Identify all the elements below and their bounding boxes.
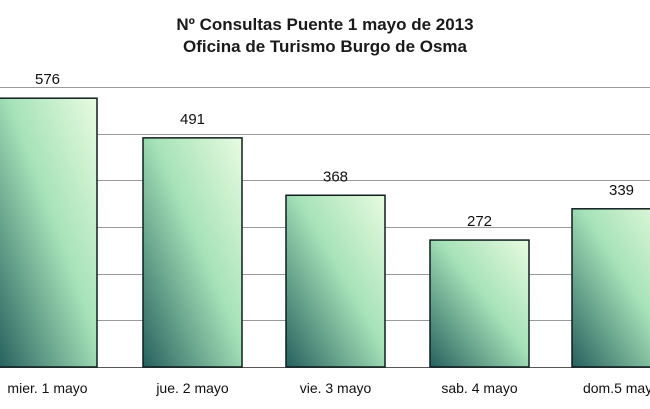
data-labels: 576 491 368 272 339 [35,71,634,230]
data-label-4: 339 [609,182,634,199]
chart-title: Nº Consultas Puente 1 mayo de 2013 Ofici… [0,14,650,58]
bar-2 [285,194,386,368]
data-label-0: 576 [35,71,60,88]
data-label-3: 272 [467,213,492,230]
x-tick-label-0: mier. 1 mayo [7,380,87,396]
x-tick-label-4: dom.5 mayo [583,380,650,396]
bar-0 [0,97,98,368]
x-axis-ticks: mier. 1 mayo jue. 2 mayo vie. 3 mayo sab. 4… [7,380,650,396]
x-tick-label-2: vie. 3 mayo [300,380,372,396]
bars [0,97,650,368]
bar-1 [142,137,243,368]
bar-3 [429,239,530,368]
x-tick-label-3: sab. 4 mayo [441,380,517,396]
data-label-2: 368 [323,168,348,185]
x-tick-label-1: jue. 2 mayo [155,380,229,396]
data-label-1: 491 [180,111,205,128]
bar-4 [571,208,650,368]
chart-title-line-1: Nº Consultas Puente 1 mayo de 2013 [176,15,474,34]
chart-title-line-2: Oficina de Turismo Burgo de Osma [182,37,467,56]
